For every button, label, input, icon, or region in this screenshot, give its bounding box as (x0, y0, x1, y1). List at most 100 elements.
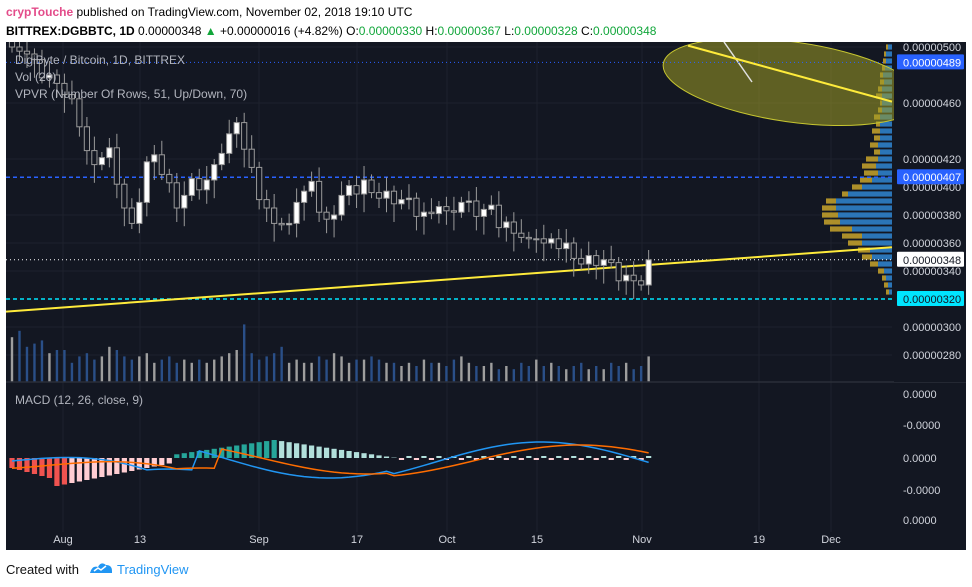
volume-bar (33, 343, 36, 382)
vpvr-up-bar (880, 135, 892, 141)
candle-down (68, 94, 76, 100)
price-tick-label: 0.00000420 (903, 154, 961, 166)
vpvr-down-bar (842, 233, 862, 239)
macd-histogram-bar (264, 441, 270, 458)
macd-histogram-bar (189, 452, 195, 458)
volume-bar (235, 350, 238, 382)
volume-bar (332, 353, 336, 382)
candle-up (330, 214, 338, 220)
vpvr-up-bar (862, 233, 892, 239)
horizontal-lines[interactable] (6, 61, 892, 300)
close-value-2: 0.00000348 (593, 24, 657, 38)
chart-area[interactable]: 0.00000500 0.00000460 0.00000420 0.00000400… (5, 35, 966, 550)
candle-up (203, 179, 210, 191)
macd-histogram-bar (563, 458, 569, 460)
price-axis[interactable]: 0.00000500 0.00000460 0.00000420 0.00000400… (894, 42, 966, 382)
macd-histogram-bar (84, 458, 90, 480)
candle-up (488, 204, 495, 210)
price-tag-label: 0.00000407 (903, 172, 961, 184)
candle-down (91, 150, 98, 166)
candle-down (83, 126, 91, 152)
candle-down (271, 207, 278, 224)
vpvr-down-bar (860, 177, 872, 183)
vpvr-down-bar (882, 275, 886, 281)
candle-down (196, 178, 203, 191)
volume-bar (63, 350, 66, 382)
high-value: 0.00000367 (437, 24, 501, 38)
vpvr-down-bar (822, 205, 836, 211)
time-tick-label: 13 (134, 534, 146, 546)
chart-header: crypTouche published on TradingView.com,… (0, 0, 972, 42)
candlesticks (8, 35, 652, 299)
vpvr-down-bar (862, 163, 876, 169)
price-axis-bg (894, 42, 966, 382)
legend-macd: MACD (12, 26, close, 9) (15, 393, 143, 407)
vpvr-up-bar (889, 289, 892, 295)
tradingview-link[interactable]: TradingView (117, 562, 189, 577)
volume-bar (400, 366, 403, 382)
price-tag (897, 251, 964, 267)
macd-histogram-bar (323, 447, 330, 458)
candle-down (638, 280, 645, 286)
volume-bar (183, 359, 186, 382)
volume-bar (108, 346, 111, 382)
macd-histogram-bar (69, 458, 75, 483)
candle-up (345, 185, 353, 196)
trendlines[interactable] (5, 44, 893, 313)
vpvr-up-bar (840, 219, 892, 225)
volume-bar (639, 366, 643, 382)
macd-histogram-bar (211, 448, 217, 458)
macd-histogram-bar (174, 454, 180, 458)
macd-histogram-bar (601, 456, 607, 458)
macd-histogram-bar (24, 458, 30, 472)
legend-vol: Vol (20) (15, 70, 56, 84)
vpvr-up-bar (876, 163, 892, 169)
vpvr-down-bar (872, 128, 880, 134)
low-label: L: (504, 24, 515, 38)
volume-bar (123, 356, 126, 382)
price-tag-label: 0.00000320 (903, 294, 961, 306)
volume-bar (490, 362, 493, 382)
author-name[interactable]: crypTouche (6, 5, 74, 19)
vpvr-down-bar (842, 191, 848, 197)
created-with-text: Created with (6, 562, 79, 577)
vpvr-up-bar (836, 198, 892, 204)
vpvr-down-bar (864, 170, 878, 176)
volume-bar (40, 340, 44, 382)
candle-down (608, 259, 615, 264)
open-value: 0.00000330 (358, 24, 423, 38)
volume-bar (168, 356, 171, 382)
vpvr-up-bar (838, 212, 892, 218)
candle-up (188, 178, 195, 196)
candle-down (525, 236, 532, 240)
candle-up (218, 152, 225, 166)
candle-up (181, 194, 188, 209)
macd-tick-label: 0.0000 (903, 453, 937, 465)
time-axis[interactable]: Aug 13 Sep 17 Oct 15 Nov 19 Dec (53, 534, 841, 546)
candle-down (390, 190, 398, 205)
candle-down (248, 148, 255, 168)
candle-down (31, 53, 38, 61)
candle-up (143, 161, 150, 203)
macd-histogram-bar (16, 458, 23, 470)
price-tick-label: 0.00000360 (903, 238, 961, 250)
candle-up (151, 154, 158, 163)
chart-canvas[interactable]: 0.00000500 0.00000460 0.00000420 0.00000400… (5, 35, 966, 550)
candle-up (458, 201, 465, 213)
macd-histogram-bar (353, 452, 360, 458)
volume-bar (422, 359, 426, 382)
candle-down (570, 242, 577, 259)
macd-tick-label: 0.0000 (903, 389, 937, 401)
macd-histogram-bar (346, 451, 352, 458)
candle-down (128, 207, 135, 224)
candle-up (533, 238, 540, 241)
open-label: O: (346, 24, 359, 38)
volume-bar (512, 369, 516, 382)
price-tick-label: 0.00000280 (903, 350, 961, 362)
macd-histogram-bar (481, 456, 487, 458)
up-arrow-icon: ▲ (204, 24, 217, 38)
macd-histogram-bar (541, 456, 547, 458)
price-tick-label: 0.00000340 (903, 266, 961, 278)
volume-bar (78, 356, 81, 382)
macd-histogram-bar (421, 456, 427, 458)
